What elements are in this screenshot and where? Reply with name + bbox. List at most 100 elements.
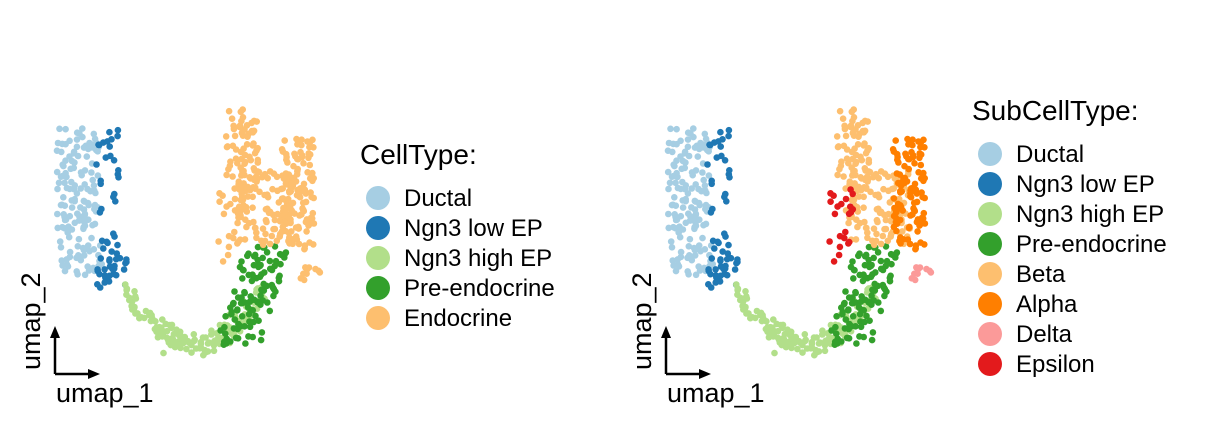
series-ngn3-low-ep xyxy=(93,126,130,291)
point-ngn3-low-ep xyxy=(719,248,726,255)
point-ngn3-high-ep xyxy=(794,345,801,353)
point-ductal xyxy=(59,262,66,269)
point-pre-endocrine xyxy=(268,281,276,289)
point-beta xyxy=(885,187,892,195)
point-ductal xyxy=(59,223,66,231)
point-alpha xyxy=(899,180,906,188)
point-ngn3-high-ep xyxy=(211,337,219,345)
point-endocrine xyxy=(251,184,259,191)
point-endocrine xyxy=(225,107,233,115)
point-ductal xyxy=(666,179,674,187)
point-alpha xyxy=(917,143,924,151)
point-ductal xyxy=(77,185,84,192)
point-pre-endocrine xyxy=(870,254,877,262)
point-endocrine xyxy=(279,195,287,202)
point-endocrine xyxy=(271,216,279,224)
point-alpha xyxy=(912,242,920,249)
point-alpha xyxy=(905,224,913,232)
point-endocrine xyxy=(229,173,236,180)
legend-item-pre-endocrine: Pre-endocrine xyxy=(366,275,555,302)
point-endocrine xyxy=(243,208,251,215)
point-ductal xyxy=(60,194,67,201)
point-ngn3-high-ep xyxy=(202,334,209,341)
point-ductal xyxy=(705,148,712,155)
point-ductal xyxy=(68,178,75,186)
point-endocrine xyxy=(271,225,279,233)
point-endocrine xyxy=(236,209,244,216)
point-ngn3-low-ep xyxy=(101,266,108,273)
point-ngn3-low-ep xyxy=(717,128,724,136)
point-beta xyxy=(842,185,849,192)
legend-label: Pre-endocrine xyxy=(404,275,555,302)
point-ngn3-high-ep xyxy=(749,314,756,321)
point-endocrine xyxy=(281,137,289,144)
legend-subcelltype: SubCellType: Ductal Ngn3 low EP Ngn3 high … xyxy=(972,95,1167,378)
point-beta xyxy=(864,234,871,242)
point-ductal xyxy=(701,246,709,253)
point-pre-endocrine xyxy=(230,299,237,307)
y-axis-label: umap_2 xyxy=(16,272,46,370)
point-ngn3-low-ep xyxy=(721,265,728,272)
point-ngn3-low-ep xyxy=(725,126,733,134)
point-endocrine xyxy=(239,106,246,113)
point-pre-endocrine xyxy=(868,336,876,344)
point-pre-endocrine xyxy=(852,288,859,296)
point-pre-endocrine xyxy=(866,317,873,325)
point-alpha xyxy=(921,174,928,182)
point-endocrine xyxy=(300,160,307,167)
point-ductal xyxy=(673,169,680,177)
point-ngn3-high-ep xyxy=(128,302,135,310)
point-endocrine xyxy=(223,171,230,179)
point-pre-endocrine xyxy=(222,330,229,338)
point-beta xyxy=(861,176,869,184)
point-ductal xyxy=(98,260,105,268)
point-ductal xyxy=(664,168,672,176)
point-ngn3-high-ep xyxy=(743,310,750,317)
point-pre-endocrine xyxy=(839,308,846,316)
series-ductal xyxy=(53,125,105,279)
point-ngn3-high-ep xyxy=(138,314,145,321)
point-beta xyxy=(843,155,851,162)
point-ngn3-low-ep xyxy=(724,250,732,257)
point-beta xyxy=(852,160,859,167)
legend-label: Beta xyxy=(1016,261,1066,288)
point-pre-endocrine xyxy=(856,333,863,340)
point-pre-endocrine xyxy=(276,272,283,280)
point-ductal xyxy=(88,169,95,176)
point-endocrine xyxy=(238,155,245,163)
point-epsilon xyxy=(834,203,841,210)
point-alpha xyxy=(892,137,899,144)
point-ductal xyxy=(677,248,685,256)
point-endocrine xyxy=(286,234,293,241)
point-alpha xyxy=(910,152,917,159)
point-ductal xyxy=(56,238,64,245)
point-alpha xyxy=(903,153,910,160)
point-pre-endocrine xyxy=(249,307,257,314)
point-ngn3-high-ep xyxy=(808,340,816,348)
point-alpha xyxy=(893,208,900,216)
point-endocrine xyxy=(264,174,272,182)
point-ngn3-high-ep xyxy=(799,349,806,356)
point-beta xyxy=(851,145,858,152)
point-ngn3-high-ep xyxy=(183,345,190,353)
legend-label: Epsilon xyxy=(1016,351,1095,378)
point-pre-endocrine xyxy=(251,296,258,304)
point-endocrine xyxy=(250,176,258,184)
point-pre-endocrine xyxy=(849,313,857,320)
point-endocrine xyxy=(232,146,240,153)
point-pre-endocrine xyxy=(259,254,267,262)
point-ngn3-low-ep xyxy=(721,157,729,164)
point-ductal xyxy=(686,217,694,224)
point-ductal xyxy=(74,210,81,217)
point-ngn3-high-ep xyxy=(179,339,187,347)
point-ductal xyxy=(682,197,689,205)
point-ngn3-low-ep xyxy=(713,154,721,161)
point-endocrine xyxy=(288,180,295,188)
point-ductal xyxy=(57,201,65,209)
point-endocrine xyxy=(216,190,223,197)
point-endocrine xyxy=(305,150,313,157)
point-pre-endocrine xyxy=(241,288,248,296)
point-ductal xyxy=(695,199,703,207)
point-ductal xyxy=(694,153,702,160)
point-beta xyxy=(855,133,862,140)
